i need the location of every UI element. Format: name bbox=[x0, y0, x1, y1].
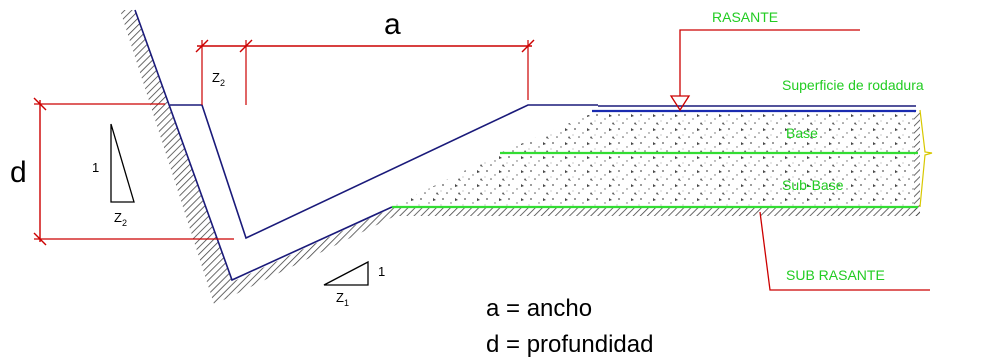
slope-triangle-left bbox=[110, 123, 135, 203]
ditch-outer-outline bbox=[134, 9, 393, 282]
legend-profundidad: d = profundidad bbox=[486, 331, 653, 358]
slope-bottom-one-label: 1 bbox=[378, 264, 385, 279]
legend-ancho: a = ancho bbox=[486, 295, 592, 322]
depth-symbol: d bbox=[10, 156, 27, 189]
layer-bracket bbox=[919, 109, 933, 208]
rasante-label: RASANTE bbox=[712, 9, 778, 25]
subbase-label: Sub-Base bbox=[782, 177, 844, 193]
width-symbol: a bbox=[384, 8, 401, 41]
rasante-leader bbox=[679, 29, 860, 96]
slope-left-one-label: 1 bbox=[92, 160, 99, 175]
slope-z2-top-label: Z2 bbox=[212, 70, 225, 88]
subrasante-leader bbox=[759, 211, 930, 291]
slope-triangle-bottom bbox=[323, 260, 369, 286]
dim-d-tick-bottom bbox=[33, 232, 47, 246]
ditch-inner-outline bbox=[170, 104, 598, 240]
edge-hatch-right bbox=[914, 110, 920, 216]
base-label: Base bbox=[786, 125, 818, 141]
ground-hatch-left bbox=[120, 10, 232, 304]
slope-left-z-label: Z2 bbox=[114, 210, 127, 228]
subbase-layer-fill bbox=[392, 153, 915, 207]
subrasante-label: SUB RASANTE bbox=[786, 267, 885, 283]
superficie-label: Superficie de rodadura bbox=[782, 77, 924, 93]
rasante-arrow bbox=[669, 95, 691, 112]
ground-hatch-subrasante bbox=[392, 207, 920, 216]
dim-a-tick-1 bbox=[195, 39, 209, 53]
slope-bottom-z-label: Z1 bbox=[336, 290, 349, 308]
ground-hatch-bottom bbox=[228, 208, 395, 298]
dim-d-tick-top bbox=[33, 97, 47, 111]
base-layer-fill bbox=[500, 110, 915, 153]
dim-a-tick-2 bbox=[239, 39, 253, 53]
dim-a-tick-3 bbox=[521, 39, 535, 53]
